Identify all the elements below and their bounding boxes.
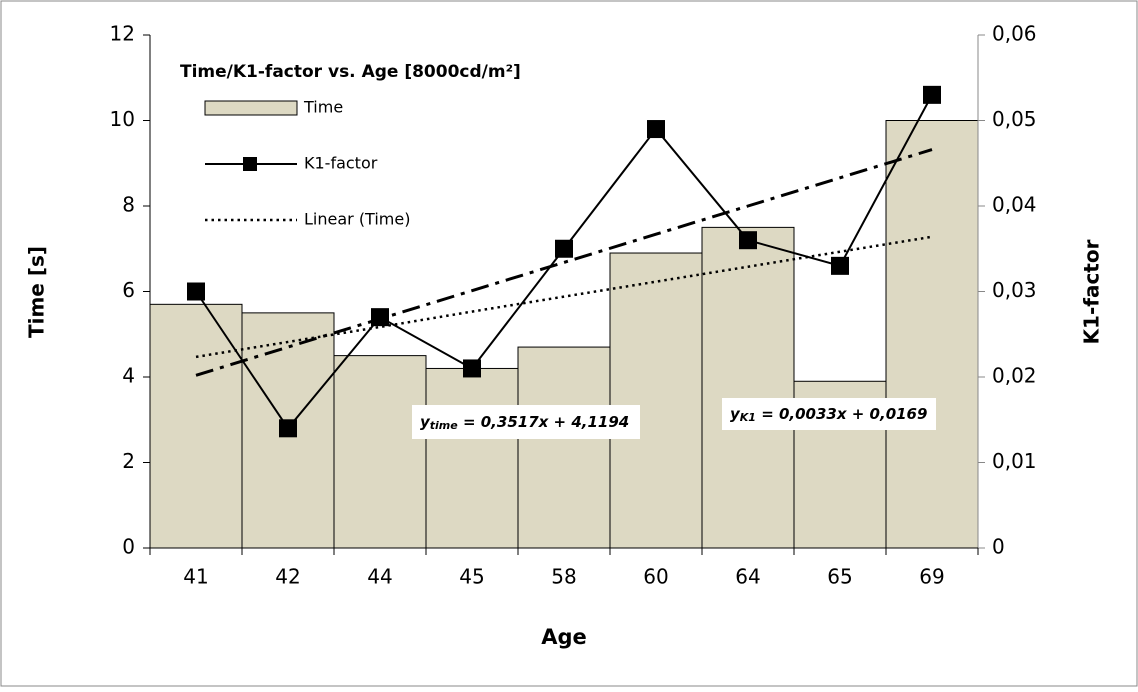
- y2-tick-label: 0: [992, 535, 1005, 559]
- y2-tick-label: 0,02: [992, 364, 1037, 388]
- marker: [279, 419, 297, 438]
- marker: [739, 231, 757, 250]
- marker: [187, 282, 205, 301]
- marker: [647, 120, 665, 139]
- y2-tick-label: 0,03: [992, 278, 1037, 302]
- y2-tick-label: 0,06: [992, 22, 1037, 46]
- y-axis-label: Time [s]: [25, 246, 49, 338]
- marker: [371, 308, 389, 327]
- y2-tick-label: 0,01: [992, 449, 1037, 473]
- y-tick-label: 8: [122, 193, 135, 217]
- x-tick-label: 60: [643, 565, 668, 589]
- x-tick-label: 45: [459, 565, 484, 589]
- bar: [701, 226, 795, 549]
- annotation: yK1 = 0,0033x + 0,0169: [730, 405, 927, 425]
- annotation: ytime = 0,3517x + 4,1194: [420, 413, 629, 433]
- marker: [831, 256, 849, 275]
- x-tick-label: 69: [919, 565, 944, 589]
- x-tick-label: 42: [275, 565, 300, 589]
- x-tick-label: 65: [827, 565, 852, 589]
- y-tick-label: 4: [122, 364, 135, 388]
- marker: [463, 359, 481, 378]
- legend-title: Time/K1-factor vs. Age [8000cd/m²]: [180, 62, 521, 82]
- annotation-box: [722, 398, 936, 430]
- y2-tick-label: 0,04: [992, 193, 1037, 217]
- y-tick-label: 10: [110, 107, 135, 131]
- annotation-box: [412, 405, 640, 439]
- marker: [923, 85, 941, 104]
- annotation-var: y: [420, 413, 431, 431]
- x-tick-label: 44: [367, 565, 392, 589]
- annotation-sub: K1: [740, 411, 756, 424]
- y-tick-label: 12: [110, 22, 135, 46]
- annotation-sub: time: [430, 419, 458, 432]
- legend-swatch: [204, 100, 298, 116]
- legend-label: Linear (Time): [304, 210, 410, 229]
- legend-swatch: [243, 157, 257, 171]
- x-tick-label: 58: [551, 565, 576, 589]
- x-tick-label: 64: [735, 565, 760, 589]
- trendline: [195, 235, 933, 359]
- bar: [333, 355, 427, 549]
- legend-item: K1-factor: [205, 154, 378, 173]
- annotation-text: = 0,0033x + 0,0169: [756, 405, 927, 423]
- marker: [555, 239, 573, 258]
- y2-tick-label: 0,05: [992, 107, 1037, 131]
- y-tick-label: 2: [122, 449, 135, 473]
- bar: [609, 252, 703, 549]
- bar: [425, 367, 519, 549]
- annotation-text: = 0,3517x + 4,1194: [458, 413, 629, 431]
- y-tick-label: 0: [122, 535, 135, 559]
- bar: [517, 346, 611, 549]
- legend-item: Time: [204, 98, 343, 117]
- y-tick-label: 6: [122, 278, 135, 302]
- y2-axis-label: K1-factor: [1080, 239, 1104, 344]
- annotation-var: y: [730, 405, 741, 423]
- bar: [149, 303, 243, 549]
- x-axis-label: Age: [541, 625, 587, 649]
- legend-label: K1-factor: [304, 154, 378, 173]
- bar: [885, 120, 979, 549]
- x-tick-label: 41: [183, 565, 208, 589]
- legend-item: Linear (Time): [205, 210, 410, 229]
- legend-label: Time: [303, 98, 343, 117]
